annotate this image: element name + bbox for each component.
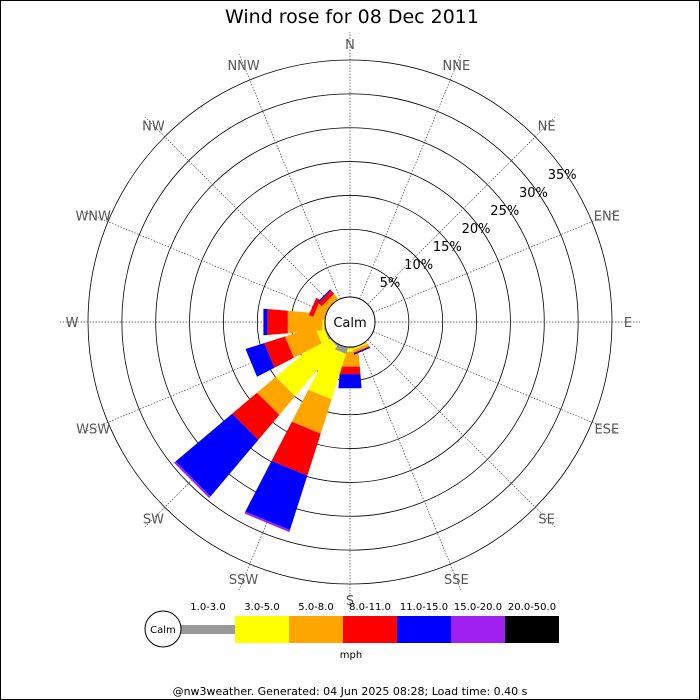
direction-labels: N NNE NE ENE E ESE SE SSE S SSW SW WSW W WNW NW NNW xyxy=(66,38,633,609)
wind-bar-segment-wsw-3 xyxy=(264,336,294,368)
wind-bar-segment-s-4 xyxy=(338,374,362,389)
grid-ring xyxy=(121,93,579,551)
direction-label: E xyxy=(624,316,632,331)
grid-spoke xyxy=(81,210,328,313)
wind-bar-segment-ssw-3 xyxy=(271,421,321,476)
legend-bin-label: 3.0-5.0 xyxy=(244,602,279,613)
chart-title: Wind rose for 08 Dec 2011 xyxy=(225,6,479,28)
direction-label: WSW xyxy=(76,422,110,437)
legend-swatch-5 xyxy=(451,616,505,643)
grid-spoke xyxy=(81,331,328,434)
direction-label: NNE xyxy=(443,59,471,74)
wind-bar-segment-ssw-4 xyxy=(245,460,308,531)
percent-labels: 5%10%15%20% 25%30%35% xyxy=(380,168,577,291)
wind-bar-segment-ssw-2 xyxy=(291,389,332,434)
legend-calm-label: Calm xyxy=(150,625,176,636)
wind-bar-segment-nw-4 xyxy=(317,289,331,303)
legend-unit: mph xyxy=(340,650,362,661)
wind-bar-segment-nw-2 xyxy=(321,293,339,311)
legend-swatch-0 xyxy=(181,625,235,634)
legend-swatch-2 xyxy=(289,616,343,643)
legend-bin-label: 5.0-8.0 xyxy=(298,602,333,613)
grid-spoke xyxy=(372,210,619,313)
grid-spoke xyxy=(359,344,462,591)
percent-tick-label: 25% xyxy=(490,204,519,219)
legend-bin-label: 15.0-20.0 xyxy=(454,602,502,613)
legend-swatch-6 xyxy=(505,616,559,643)
legend-bin-label: 20.0-50.0 xyxy=(508,602,556,613)
calm-circle xyxy=(324,296,376,348)
direction-label: S xyxy=(346,594,354,609)
calm-label: Calm xyxy=(333,316,366,331)
wind-bar-segment-sse-3 xyxy=(353,346,370,354)
wind-bar-segment-w-3 xyxy=(267,309,288,335)
grid-ring xyxy=(256,228,444,416)
wind-bars xyxy=(173,289,371,533)
wind-bar-segment-s-3 xyxy=(339,366,361,375)
direction-label: WNW xyxy=(75,210,111,225)
percent-tick-label: 30% xyxy=(519,186,548,201)
direction-label: ENE xyxy=(594,210,620,225)
direction-label: NW xyxy=(142,119,165,134)
direction-label: SE xyxy=(538,513,554,528)
legend-bin-label: 1.0-3.0 xyxy=(190,602,225,613)
wind-bar-segment-sw-3 xyxy=(232,392,280,440)
wind-bar-segment-sse-4 xyxy=(353,346,371,355)
legend-swatch-3 xyxy=(343,616,397,643)
direction-label: W xyxy=(66,316,79,331)
wind-bar-segment-sw-5 xyxy=(173,461,211,499)
legend-swatch-1 xyxy=(235,616,289,643)
legend-swatch-4 xyxy=(397,616,451,643)
legend-calm-circle xyxy=(144,610,182,648)
wind-bar-segment-wnw-3 xyxy=(308,297,321,317)
direction-label: NE xyxy=(538,119,556,134)
grid-spoke xyxy=(144,116,333,305)
wind-bar-segment-wsw-4 xyxy=(245,343,275,377)
wind-bar-segment-sse-1 xyxy=(352,342,368,351)
direction-label: N xyxy=(345,38,355,53)
direction-label: NNW xyxy=(227,59,259,74)
speed-legend: 1.0-3.0 3.0-5.0 5.0-8.0 8.0-11.0 11.0-15.0 15… xyxy=(181,602,559,643)
percent-tick-label: 10% xyxy=(404,258,433,273)
wind-bar-segment-ssw-1 xyxy=(308,347,347,400)
direction-label: SSW xyxy=(229,573,259,588)
legend-bin-label: 8.0-11.0 xyxy=(349,602,391,613)
percent-tick-label: 15% xyxy=(433,240,462,255)
grid-ring xyxy=(223,195,477,449)
grid-spoke xyxy=(372,331,619,434)
wind-bar-segment-sse-2 xyxy=(352,343,370,353)
wind-bar-segment-ssw-5 xyxy=(244,511,290,533)
direction-label: SW xyxy=(143,513,164,528)
direction-label: ESE xyxy=(594,422,619,437)
percent-tick-label: 5% xyxy=(380,276,401,291)
wind-bar-segment-sw-1 xyxy=(275,334,338,397)
grid-spoke xyxy=(367,339,556,528)
grid-spoke xyxy=(367,116,556,305)
legend-bin-label: 11.0-15.0 xyxy=(400,602,448,613)
wind-bar-segment-sw-2 xyxy=(257,376,296,415)
wind-bar-segment-w-4 xyxy=(263,308,268,336)
percent-tick-label: 35% xyxy=(548,168,577,183)
footer-text: @nw3weather. Generated: 04 Jun 2025 08:2… xyxy=(173,685,528,698)
wind-bar-segment-nw-3 xyxy=(318,290,335,307)
wind-bar-segment-wsw-2 xyxy=(285,327,322,358)
grid-spoke xyxy=(359,53,462,300)
wind-bar-segment-sw-4 xyxy=(175,413,259,497)
grid-spoke xyxy=(238,53,341,300)
direction-label: SSE xyxy=(444,573,469,588)
percent-tick-label: 20% xyxy=(462,222,491,237)
